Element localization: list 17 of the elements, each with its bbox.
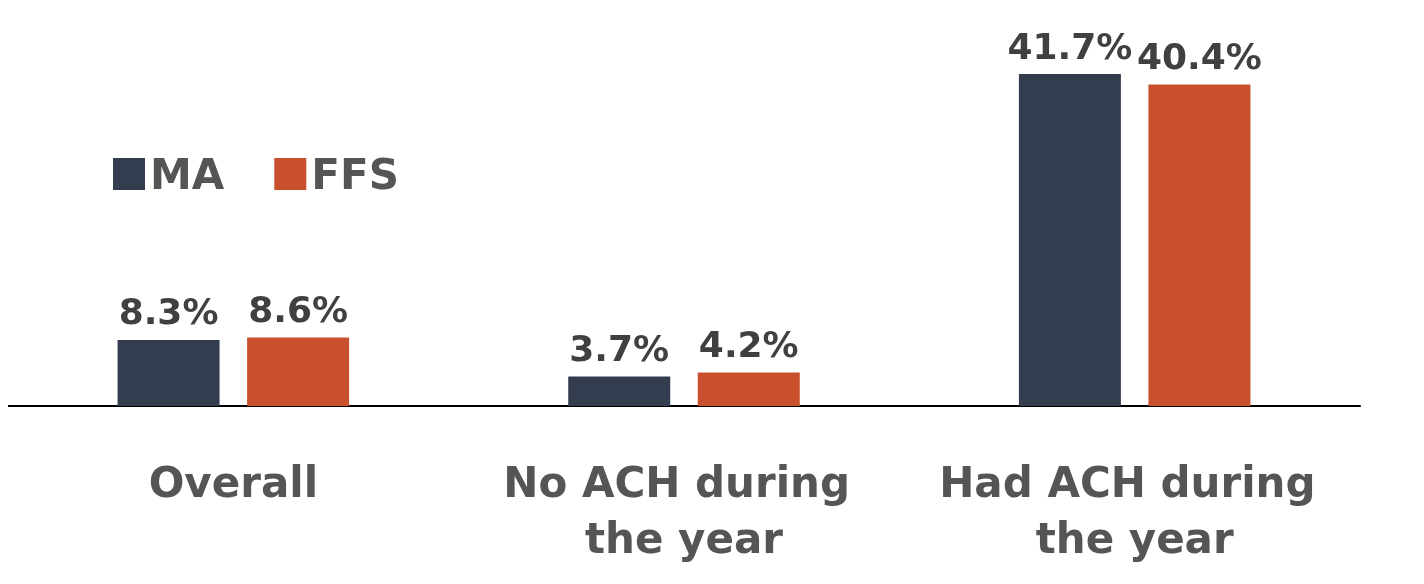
legend-label: FFS: [311, 149, 399, 199]
data-label: 3.7%: [569, 328, 670, 370]
data-label: 8.3%: [118, 291, 219, 333]
x-tick-label: No ACH during the year: [503, 457, 865, 563]
data-label: 40.4%: [1136, 35, 1262, 77]
x-tick-label: Had ACH during the year: [939, 457, 1331, 563]
data-label: 4.2%: [698, 324, 799, 366]
bar: [697, 372, 800, 406]
bar: [568, 376, 671, 406]
bar: [117, 339, 220, 406]
x-tick-label: Overall: [148, 457, 319, 507]
data-label: 41.7%: [1007, 25, 1133, 67]
bar: [1018, 74, 1121, 406]
data-label: 8.6%: [248, 289, 349, 331]
bar: [247, 337, 350, 406]
legend-label: MA: [150, 149, 225, 199]
bar: [1148, 84, 1251, 406]
